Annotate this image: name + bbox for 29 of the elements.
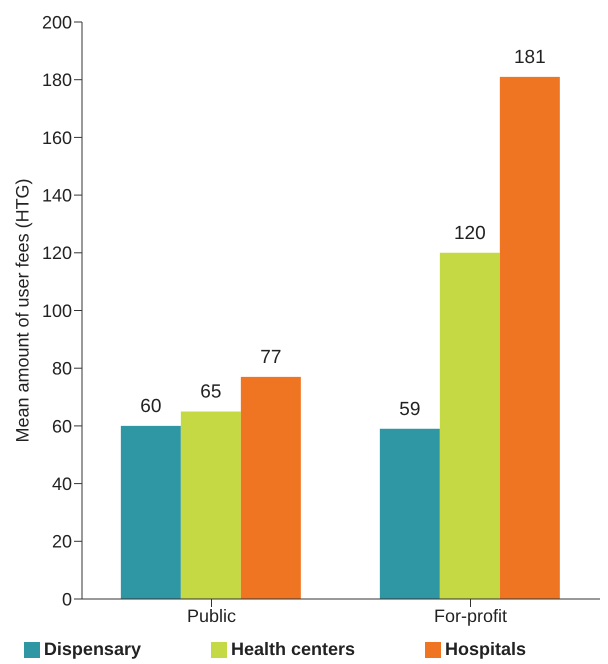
x-tick-label: Public [186, 606, 236, 626]
data-label: 60 [140, 396, 162, 417]
y-axis-title: Mean amount of user fees (HTG) [12, 178, 32, 443]
y-tick-label: 80 [52, 358, 72, 379]
y-tick-label: 100 [42, 300, 72, 321]
y-tick-label: 140 [42, 185, 72, 206]
data-label: 120 [454, 222, 486, 244]
bar [380, 428, 440, 599]
data-label: 181 [514, 46, 546, 68]
y-tick-label: 160 [42, 128, 72, 148]
bar [180, 411, 241, 599]
y-tick-label: 60 [52, 416, 72, 436]
y-tick-label: 120 [42, 243, 72, 264]
legend-label: Health centers [230, 639, 356, 659]
data-label: 65 [200, 381, 222, 402]
legend-label: Dispensary [44, 639, 141, 659]
y-tick-label: 200 [42, 12, 72, 32]
y-tick-label: 40 [52, 474, 72, 494]
y-tick-label: 0 [62, 589, 72, 610]
bar [240, 376, 301, 599]
legend-label: Hospitals [445, 639, 526, 659]
y-tick-label: 20 [52, 532, 72, 552]
bar [500, 76, 560, 599]
bar [440, 252, 500, 599]
data-label: 77 [260, 346, 282, 368]
y-tick-label: 180 [42, 70, 72, 90]
x-tick-label: For-profit [434, 606, 508, 626]
data-label: 59 [399, 398, 420, 420]
bar [120, 426, 181, 599]
